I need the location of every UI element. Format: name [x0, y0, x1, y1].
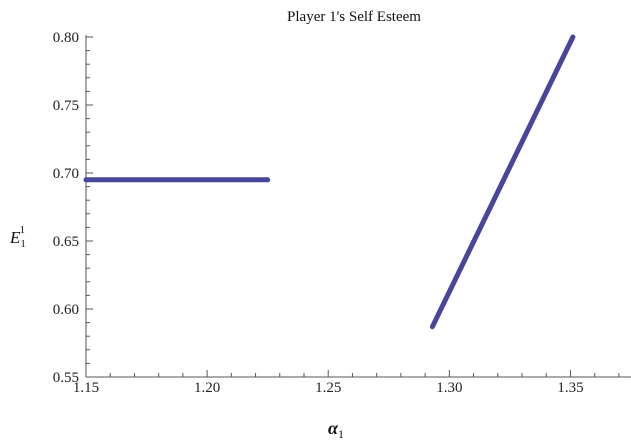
ticks: 1.15 1.20 1.25 1.30 1.35 0.55 0.60 0.65 0.70 0.75… [53, 30, 620, 396]
y-axis-label-main: E [9, 228, 21, 247]
y-tick-label: 0.80 [53, 30, 79, 46]
x-tick-label: 1.35 [557, 380, 583, 396]
x-tick-label: 1.15 [73, 380, 99, 396]
x-tick-label: 1.30 [436, 380, 462, 396]
x-axis-label-sub: 1 [338, 427, 344, 441]
y-tick-label: 0.70 [53, 166, 79, 182]
y-tick-label: 0.55 [53, 370, 79, 386]
axes [85, 35, 631, 378]
x-axis-label: α1 [328, 418, 344, 441]
y-tick-label: 0.60 [53, 302, 79, 318]
y-axis-label-sub: 1 [20, 238, 25, 250]
y-tick-label: 0.65 [53, 234, 79, 250]
x-tick-label: 1.25 [315, 380, 341, 396]
y-axis-label-sup: 1 [19, 224, 25, 236]
x-tick-label: 1.20 [194, 380, 220, 396]
series-line-2 [429, 34, 576, 330]
text-group: Player 1's Self Esteem α1 E11 [9, 9, 421, 441]
chart-title: Player 1's Self Esteem [287, 9, 421, 25]
series-group [83, 34, 576, 330]
y-axis-label: E1 1 [9, 224, 25, 250]
y-tick-label: 0.75 [53, 98, 79, 114]
x-axis-label-main: α [328, 418, 339, 438]
